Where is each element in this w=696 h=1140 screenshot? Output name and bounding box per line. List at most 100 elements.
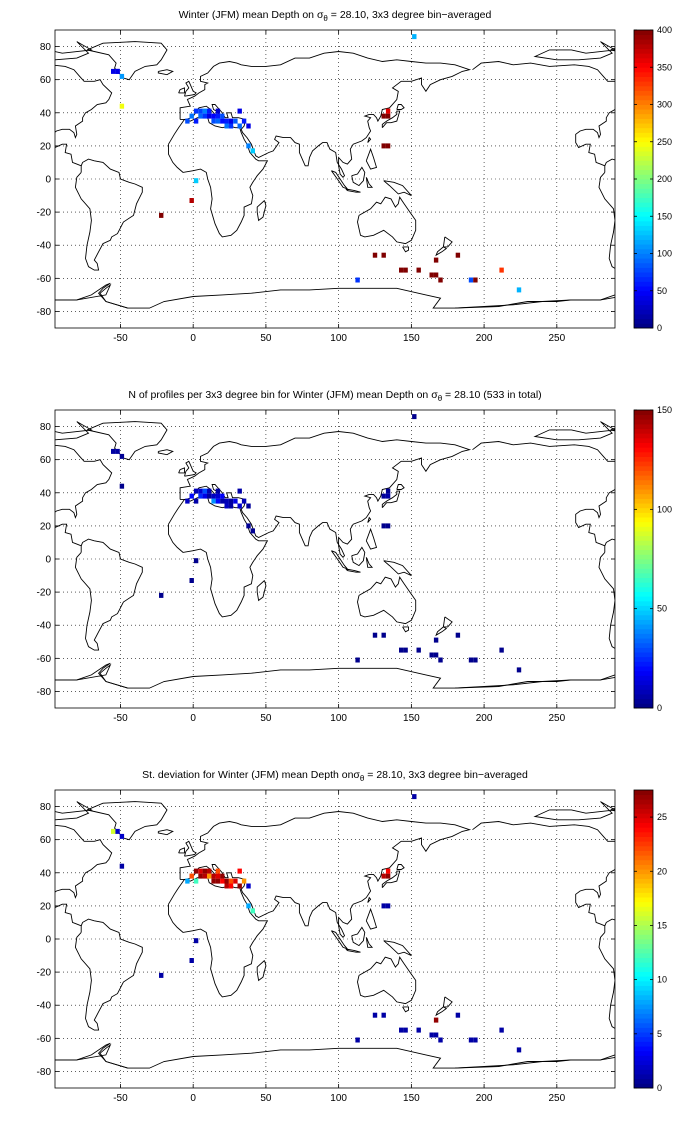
colorbar-segment	[634, 1074, 653, 1080]
colorbar-segment	[634, 165, 653, 171]
y-tick-label: 0	[45, 555, 51, 566]
colorbar-segment	[634, 323, 653, 329]
colorbar-segment	[634, 30, 653, 36]
x-tick-label: 150	[403, 713, 420, 724]
colorbar-segment	[634, 554, 653, 560]
coastline-12	[435, 246, 448, 257]
coastline-1	[74, 158, 143, 271]
data-cell	[228, 503, 234, 509]
colorbar-segment	[634, 188, 653, 194]
colorbar-segment	[634, 141, 653, 147]
colorbar-segment	[634, 309, 653, 315]
coastline-16	[367, 896, 372, 903]
colorbar-segment	[634, 1055, 653, 1061]
data-cell	[250, 908, 255, 914]
data-cell	[228, 878, 234, 884]
data-cell	[215, 488, 221, 494]
data-cell	[185, 878, 190, 884]
coastline-15	[365, 147, 378, 170]
data-cell	[189, 113, 194, 119]
data-cell	[193, 108, 199, 114]
colorbar-segment	[634, 605, 653, 611]
x-tick-label: 0	[190, 1093, 196, 1104]
colorbar-segment	[634, 1069, 653, 1075]
coastline-4	[692, 118, 696, 237]
data-cell	[119, 483, 125, 489]
data-cell	[412, 794, 417, 800]
chart-title: St. deviation for Winter (JFM) mean Dept…	[142, 769, 528, 783]
colorbar-segment	[634, 563, 653, 569]
colorbar-segment	[634, 652, 653, 658]
colorbar-segment	[634, 244, 653, 250]
colorbar-segment	[634, 267, 653, 273]
data-cell	[237, 488, 242, 494]
colorbar-segment	[634, 90, 653, 96]
coastline-11	[442, 996, 453, 1008]
coastline-0	[472, 821, 615, 933]
data-cell	[111, 68, 116, 74]
coastline-23	[55, 1043, 128, 1069]
data-cell	[237, 123, 242, 129]
x-tick-label: -50	[113, 1093, 128, 1104]
colorbar-segment	[634, 957, 653, 963]
data-cell	[207, 488, 212, 494]
colorbar-segment	[634, 419, 653, 425]
data-cell	[433, 1017, 439, 1023]
colorbar-segment	[634, 104, 653, 110]
y-tick-label: -20	[37, 588, 52, 599]
coastline-23	[55, 663, 128, 689]
coastline-15	[365, 527, 378, 550]
data-cell	[202, 493, 207, 499]
coastline-6	[184, 840, 197, 857]
coastline-21	[383, 180, 412, 197]
coastline-5	[256, 580, 267, 602]
data-cell	[115, 68, 120, 74]
coastline-19	[351, 546, 366, 567]
colorbar-tick-label: 5	[657, 1029, 662, 1039]
data-cell	[228, 123, 234, 129]
colorbar-segment	[634, 62, 653, 68]
colorbar-tick-label: 50	[657, 286, 667, 296]
y-tick-label: -20	[37, 208, 52, 219]
colorbar-segment	[634, 934, 653, 940]
data-cell	[403, 647, 408, 653]
data-cell	[115, 828, 120, 834]
x-tick-label: 50	[260, 713, 272, 724]
data-cell	[198, 108, 203, 114]
colorbar-segment	[634, 1018, 653, 1024]
colorbar-segment	[634, 286, 653, 292]
data-cell	[385, 108, 391, 114]
data-cell	[381, 113, 386, 119]
colorbar-segment	[634, 276, 653, 282]
data-cell	[385, 523, 391, 529]
colorbar-segment	[634, 447, 653, 453]
data-cell	[438, 277, 443, 283]
coastline-7	[178, 467, 185, 474]
y-tick-label: -60	[37, 274, 52, 285]
data-cell	[198, 873, 203, 879]
coastline-0	[472, 441, 615, 553]
colorbar-segment	[634, 526, 653, 532]
coastline-10	[402, 246, 409, 253]
colorbar-segment	[634, 127, 653, 133]
y-tick-label: 40	[40, 488, 52, 499]
colorbar-segment	[634, 179, 653, 185]
colorbar-segment	[634, 1083, 653, 1089]
colorbar-segment	[634, 300, 653, 306]
chart-title-subscript: θ	[438, 394, 443, 403]
colorbar-segment	[634, 703, 653, 709]
data-cell	[516, 287, 522, 293]
data-cell	[433, 637, 439, 643]
data-cell	[455, 252, 461, 258]
colorbar-segment	[634, 799, 653, 805]
coastline-22	[533, 801, 615, 821]
colorbar-segment	[634, 577, 653, 583]
colorbar-segment	[634, 999, 653, 1005]
colorbar-segment	[634, 81, 653, 87]
data-cell	[516, 667, 522, 673]
data-cell	[193, 498, 199, 504]
colorbar-segment	[634, 1036, 653, 1042]
colorbar-segment	[634, 34, 653, 40]
coastline-8	[682, 70, 696, 75]
colorbar-segment	[634, 864, 653, 870]
